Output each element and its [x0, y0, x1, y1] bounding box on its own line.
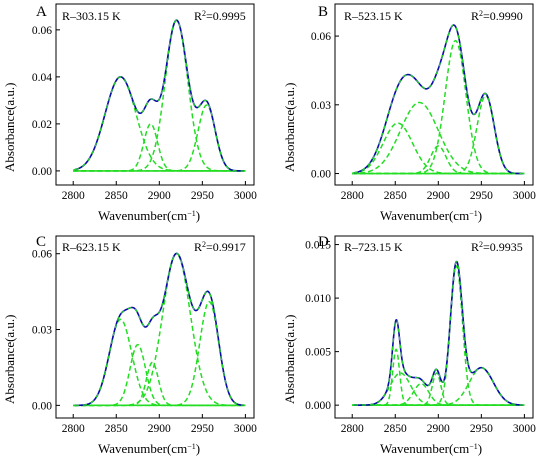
r-squared-label: R2=0.9995 — [194, 9, 246, 24]
x-tick-label: 2850 — [384, 423, 407, 435]
x-tick-label: 2800 — [341, 423, 364, 435]
panel-letter: B — [318, 4, 328, 20]
spectrum-line — [74, 19, 244, 172]
fit-peak-line — [352, 348, 525, 406]
x-tick-label: 3000 — [513, 423, 536, 435]
panel-d: D R–723.15 K R2=0.9935 Wavenumber(cm−1) … — [282, 234, 536, 456]
cumulative-fit-line — [74, 252, 244, 406]
y-tick-label: 0.02 — [32, 119, 52, 131]
x-tick-label: 3000 — [513, 190, 536, 202]
panel-letter: C — [36, 234, 46, 250]
fit-peak-line — [73, 300, 246, 407]
plot-frame — [334, 235, 534, 419]
x-tick-label: 2850 — [105, 423, 128, 435]
x-axis-title: Wavenumber(cm−1) — [98, 441, 200, 456]
plot-area — [73, 19, 246, 172]
panel-letter: A — [36, 4, 47, 20]
panel-b: B R–523.15 K R2=0.9990 Wavenumber(cm−1) … — [282, 3, 536, 223]
fit-peak-line — [352, 94, 525, 175]
x-axis-title: Wavenumber(cm−1) — [380, 208, 482, 223]
cumulative-fit-line — [353, 261, 523, 406]
fit-peak-line — [73, 343, 246, 407]
panel-letter: D — [318, 234, 329, 250]
y-tick-label: 0.010 — [305, 293, 331, 305]
plot-frame — [334, 3, 534, 186]
y-tick-label: 0.00 — [311, 169, 331, 181]
x-tick-label: 2900 — [427, 423, 450, 435]
y-tick-label: 0.015 — [305, 240, 331, 252]
x-tick-label: 2850 — [105, 190, 128, 202]
x-tick-label: 2950 — [191, 190, 214, 202]
x-axis-title: Wavenumber(cm−1) — [98, 208, 200, 223]
y-axis-title: Absorbance(a.u.) — [282, 82, 297, 172]
x-tick-label: 2900 — [148, 423, 171, 435]
plot-area — [352, 24, 525, 175]
y-axis-title: Absorbance(a.u.) — [282, 314, 297, 404]
y-tick-label: 0.03 — [311, 100, 331, 112]
plot-area — [73, 252, 246, 407]
x-tick-label: 2800 — [62, 423, 85, 435]
x-tick-label: 2950 — [191, 423, 214, 435]
y-tick-label: 0.06 — [311, 31, 331, 43]
x-tick-label: 2900 — [427, 190, 450, 202]
cumulative-fit-line — [74, 19, 244, 172]
y-axis-title: Absorbance(a.u.) — [2, 82, 17, 172]
y-tick-label: 0.06 — [32, 249, 52, 261]
sample-label: R–623.15 K — [62, 240, 121, 254]
y-tick-label: 0.03 — [32, 325, 52, 337]
x-tick-label: 2950 — [470, 190, 493, 202]
r-squared-label: R2=0.9917 — [194, 240, 246, 255]
sample-label: R–523.15 K — [344, 9, 403, 23]
x-tick-label: 2800 — [62, 190, 85, 202]
plot-area — [352, 260, 525, 406]
x-tick-label: 3000 — [234, 423, 257, 435]
y-tick-label: 0.06 — [32, 25, 52, 37]
sample-label: R–303.15 K — [62, 9, 121, 23]
y-tick-label: 0.000 — [305, 400, 331, 412]
panel-c: C R–623.15 K R2=0.9917 Wavenumber(cm−1) … — [2, 234, 257, 456]
fit-peak-line — [352, 265, 525, 406]
sample-label: R–723.15 K — [344, 240, 403, 254]
fit-peak-line — [73, 104, 246, 172]
y-axis-title: Absorbance(a.u.) — [2, 314, 17, 404]
x-tick-label: 3000 — [234, 190, 257, 202]
r-squared-label: R2=0.9935 — [471, 240, 523, 255]
x-tick-label: 2900 — [148, 190, 171, 202]
y-tick-label: 0.00 — [32, 166, 52, 178]
plot-frame — [55, 235, 255, 419]
panel-a: A R–303.15 K R2=0.9995 Wavenumber(cm−1) … — [2, 3, 257, 223]
y-tick-label: 0.00 — [32, 400, 52, 412]
cumulative-fit-line — [353, 24, 523, 175]
plot-frame — [55, 3, 255, 186]
x-axis-title: Wavenumber(cm−1) — [380, 441, 482, 456]
x-tick-label: 2950 — [470, 423, 493, 435]
fit-peak-line — [352, 372, 525, 406]
x-tick-label: 2850 — [384, 190, 407, 202]
y-tick-label: 0.04 — [32, 72, 52, 84]
r-squared-label: R2=0.9990 — [471, 9, 523, 24]
spectrum-line — [353, 260, 523, 406]
fit-peak-line — [73, 76, 246, 172]
x-tick-label: 2800 — [341, 190, 364, 202]
y-tick-label: 0.005 — [305, 347, 331, 359]
fit-peak-line — [352, 101, 525, 175]
fit-peak-line — [73, 361, 246, 407]
